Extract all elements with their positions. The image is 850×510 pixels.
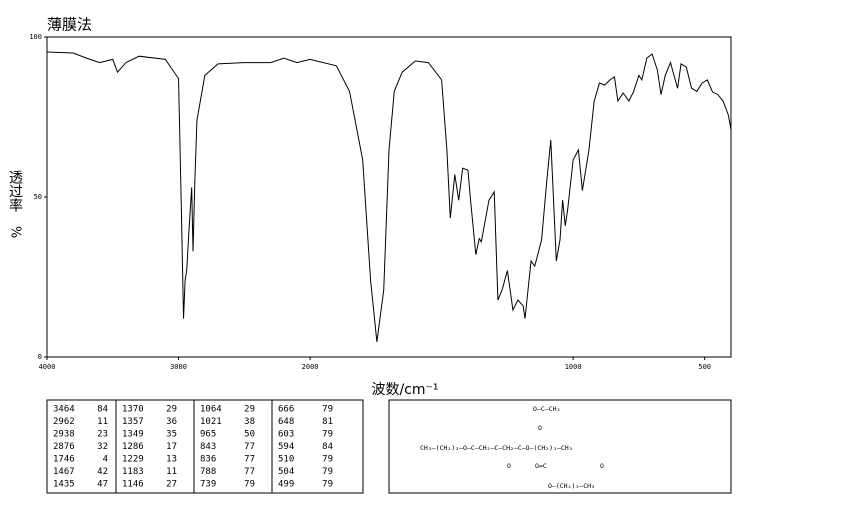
table-cell: 38 (244, 417, 255, 427)
table-cell: 2962 (53, 417, 75, 427)
table-cell: 11 (97, 417, 108, 427)
table-cell: 27 (166, 480, 177, 490)
y-axis-unit: % (8, 226, 23, 238)
table-cell: 42 (97, 467, 108, 477)
table-cell: 1746 (53, 455, 75, 465)
table-cell: 79 (322, 405, 333, 415)
table-cell: 788 (200, 467, 216, 477)
table-cell: 77 (244, 455, 255, 465)
y-tick-label: 0 (38, 353, 42, 361)
structure-label: CH₃—(CH₂)₃—O—C—CH₂—C—CH₂—C—O—(CH₂)₃—CH₃ (420, 444, 573, 452)
table-cell: 594 (278, 442, 294, 452)
table-cell: 4 (103, 455, 108, 465)
table-cell: 79 (322, 480, 333, 490)
table-cell: 1146 (122, 480, 144, 490)
y-tick-label: 50 (34, 193, 42, 201)
table-cell: 1183 (122, 467, 144, 477)
table-cell: 77 (244, 467, 255, 477)
table-cell: 603 (278, 430, 294, 440)
table-cell: 29 (244, 405, 255, 415)
table-cell: 79 (322, 430, 333, 440)
table-cell: 648 (278, 417, 294, 427)
y-axis-label: 透过率 (7, 170, 23, 212)
chart-title: 薄膜法 (47, 16, 92, 34)
table-cell: 29 (166, 405, 177, 415)
structure-label: O=C (535, 462, 547, 470)
structure-label: O (600, 462, 604, 470)
spectrum-line (46, 51, 732, 343)
table-cell: 79 (322, 455, 333, 465)
table-cell: 499 (278, 480, 294, 490)
structure-label: O—(CH₂)₃—CH₃ (548, 482, 595, 490)
table-cell: 510 (278, 455, 294, 465)
y-tick-label: 100 (29, 33, 42, 41)
table-cell: 2876 (53, 442, 75, 452)
table-cell: 84 (97, 405, 108, 415)
table-cell: 1349 (122, 430, 144, 440)
x-tick-label: 3000 (170, 363, 187, 371)
x-tick-label: 4000 (39, 363, 56, 371)
table-cell: 843 (200, 442, 216, 452)
x-tick-label: 500 (698, 363, 711, 371)
plot-frame (46, 36, 732, 358)
structure-label: O—C—CH₃ (533, 405, 560, 413)
table-cell: 1229 (122, 455, 144, 465)
table-cell: 77 (244, 442, 255, 452)
structure-label: O (538, 424, 542, 432)
table-cell: 739 (200, 480, 216, 490)
table-cell: 50 (244, 430, 255, 440)
table-cell: 1467 (53, 467, 75, 477)
table-cell: 36 (166, 417, 177, 427)
table-cell: 1064 (200, 405, 222, 415)
table-cell: 79 (244, 480, 255, 490)
table-cell: 79 (322, 467, 333, 477)
table-cell: 11 (166, 467, 177, 477)
table-cell: 504 (278, 467, 294, 477)
table-cell: 84 (322, 442, 333, 452)
table-cell: 1357 (122, 417, 144, 427)
table-cell: 23 (97, 430, 108, 440)
table-cell: 1021 (200, 417, 222, 427)
table-cell: 836 (200, 455, 216, 465)
table-cell: 32 (97, 442, 108, 452)
table-cell: 1370 (122, 405, 144, 415)
structure-frame (388, 399, 732, 494)
table-cell: 666 (278, 405, 294, 415)
table-cell: 35 (166, 430, 177, 440)
table-cell: 81 (322, 417, 333, 427)
table-cell: 965 (200, 430, 216, 440)
table-cell: 1286 (122, 442, 144, 452)
x-tick-label: 2000 (302, 363, 319, 371)
table-cell: 1435 (53, 480, 75, 490)
x-axis-label: 波数/cm⁻¹ (371, 382, 438, 398)
table-cell: 17 (166, 442, 177, 452)
x-tick-label: 1000 (565, 363, 582, 371)
table-cell: 13 (166, 455, 177, 465)
table-cell: 47 (97, 480, 108, 490)
structure-label: O (507, 462, 511, 470)
table-cell: 2938 (53, 430, 75, 440)
table-cell: 3464 (53, 405, 75, 415)
peak-table-frame (46, 399, 364, 494)
